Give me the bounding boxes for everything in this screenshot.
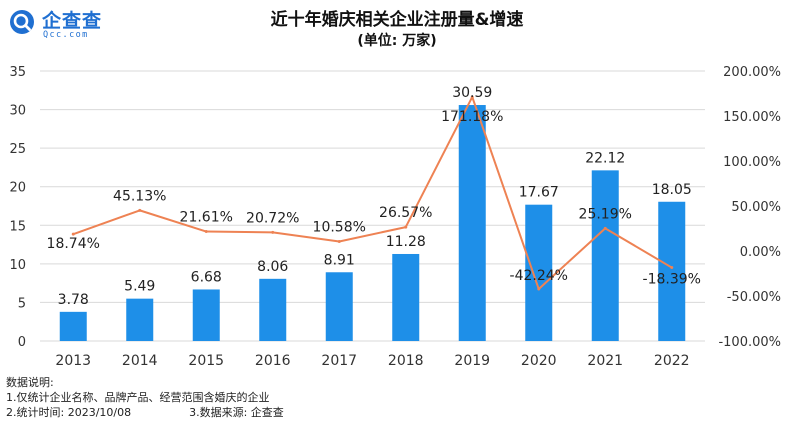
notes-heading: 数据说明: bbox=[6, 376, 54, 389]
growth-rate-label: 26.57% bbox=[379, 205, 432, 221]
x-axis-tick-label: 2018 bbox=[388, 353, 424, 369]
x-axis-tick-label: 2014 bbox=[122, 353, 158, 369]
notes-date: 2.统计时间: 2023/10/08 bbox=[6, 406, 132, 419]
chart-subtitle: (单位: 万家) bbox=[357, 33, 437, 49]
bar bbox=[525, 204, 553, 341]
growth-point bbox=[71, 232, 75, 236]
bar-value-label: 3.78 bbox=[58, 292, 89, 308]
bar-value-label: 18.05 bbox=[652, 182, 692, 198]
bar bbox=[192, 289, 220, 341]
notes-line-1: 1.仅统计企业名称、品牌产品、经营范围含婚庆的企业 bbox=[6, 391, 270, 404]
growth-rate-label: 10.58% bbox=[313, 219, 366, 235]
growth-point bbox=[404, 225, 408, 229]
bar-value-label: 5.49 bbox=[124, 279, 155, 295]
bar-value-label: 22.12 bbox=[585, 150, 625, 166]
growth-rate-label: 21.61% bbox=[180, 210, 233, 226]
bar-series bbox=[59, 105, 686, 342]
growth-rate-label: -18.39% bbox=[643, 272, 701, 288]
growth-point bbox=[470, 95, 474, 99]
notes-source: 3.数据来源: 企查查 bbox=[189, 406, 284, 419]
growth-rate-label: -42.24% bbox=[510, 268, 568, 284]
right-axis-tick-label: 200.00% bbox=[723, 65, 781, 80]
growth-point bbox=[138, 208, 142, 212]
growth-point bbox=[204, 230, 208, 234]
x-axis-tick-label: 2016 bbox=[255, 353, 291, 369]
data-notes: 数据说明: 1.仅统计企业名称、品牌产品、经营范围含婚庆的企业 2.统计时间: … bbox=[6, 375, 284, 420]
bar-value-label: 17.67 bbox=[519, 185, 559, 201]
growth-point bbox=[537, 287, 541, 291]
growth-rate-label: 45.13% bbox=[113, 188, 166, 204]
x-axis-tick-label: 2013 bbox=[55, 353, 91, 369]
bar-value-label: 30.59 bbox=[452, 85, 492, 101]
x-axis-tick-label: 2020 bbox=[521, 353, 557, 369]
growth-line-series bbox=[71, 95, 674, 291]
x-axis-tick-label: 2017 bbox=[321, 353, 357, 369]
bar-value-label: 8.06 bbox=[257, 259, 288, 275]
growth-line bbox=[72, 95, 673, 291]
x-axis-tick-label: 2019 bbox=[454, 353, 490, 369]
x-axis-tick-label: 2021 bbox=[587, 353, 623, 369]
left-axis-tick-label: 0 bbox=[18, 335, 26, 350]
right-axis-tick-label: 0.00% bbox=[740, 245, 781, 260]
bar-value-label: 8.91 bbox=[324, 252, 355, 268]
growth-point bbox=[603, 226, 607, 230]
left-axis-tick-label: 5 bbox=[18, 296, 26, 311]
right-axis-tick-label: 100.00% bbox=[723, 155, 781, 170]
right-axis-tick-label: -100.00% bbox=[718, 335, 781, 350]
x-axis-tick-label: 2022 bbox=[654, 353, 690, 369]
bar-value-label: 11.28 bbox=[386, 234, 426, 250]
right-axis-tick-label: 150.00% bbox=[723, 110, 781, 125]
brand-domain: Qcc.com bbox=[43, 30, 89, 40]
left-axis-tick-label: 25 bbox=[9, 142, 26, 157]
chart-title: 近十年婚庆相关企业注册量&增速 bbox=[270, 10, 524, 30]
right-axis-tick-label: 50.00% bbox=[731, 200, 781, 215]
left-axis-tick-label: 35 bbox=[9, 65, 26, 80]
axis-labels: 0 5 10 15 20 25 30 35 -100.00% -50.00% 0.00% 50.00%… bbox=[9, 65, 781, 369]
bar bbox=[325, 272, 353, 341]
brand-name: 企查查 bbox=[42, 10, 103, 32]
bar bbox=[59, 311, 87, 341]
bar bbox=[392, 253, 420, 341]
growth-rate-label: 20.72% bbox=[246, 210, 299, 226]
left-axis-tick-label: 10 bbox=[9, 258, 26, 273]
growth-point bbox=[337, 239, 341, 243]
bar bbox=[658, 201, 686, 341]
bar bbox=[458, 105, 486, 342]
left-axis-tick-label: 30 bbox=[9, 104, 26, 119]
growth-rate-label: 171.18% bbox=[441, 109, 503, 125]
notes-line-2: 2.统计时间: 2023/10/08 3.数据来源: 企查查 bbox=[6, 405, 284, 420]
bar bbox=[259, 278, 287, 341]
growth-point bbox=[271, 230, 275, 234]
bar-value-label: 6.68 bbox=[191, 269, 222, 285]
brand-logo: 企查查 Qcc.com bbox=[6, 4, 136, 44]
magnifier-logo-icon bbox=[10, 10, 34, 34]
left-axis-tick-label: 20 bbox=[9, 181, 26, 196]
bar bbox=[591, 170, 619, 341]
growth-rate-label: 18.74% bbox=[47, 236, 100, 252]
growth-rate-label: 25.19% bbox=[579, 206, 632, 222]
bar bbox=[126, 298, 154, 341]
growth-point bbox=[670, 266, 674, 270]
x-axis-tick-label: 2015 bbox=[188, 353, 224, 369]
left-axis-tick-label: 15 bbox=[9, 219, 26, 234]
right-axis-tick-label: -50.00% bbox=[727, 290, 781, 305]
data-labels: 3.78 5.49 6.68 8.06 8.91 11.28 30.59 17.67 22.12… bbox=[47, 85, 701, 308]
